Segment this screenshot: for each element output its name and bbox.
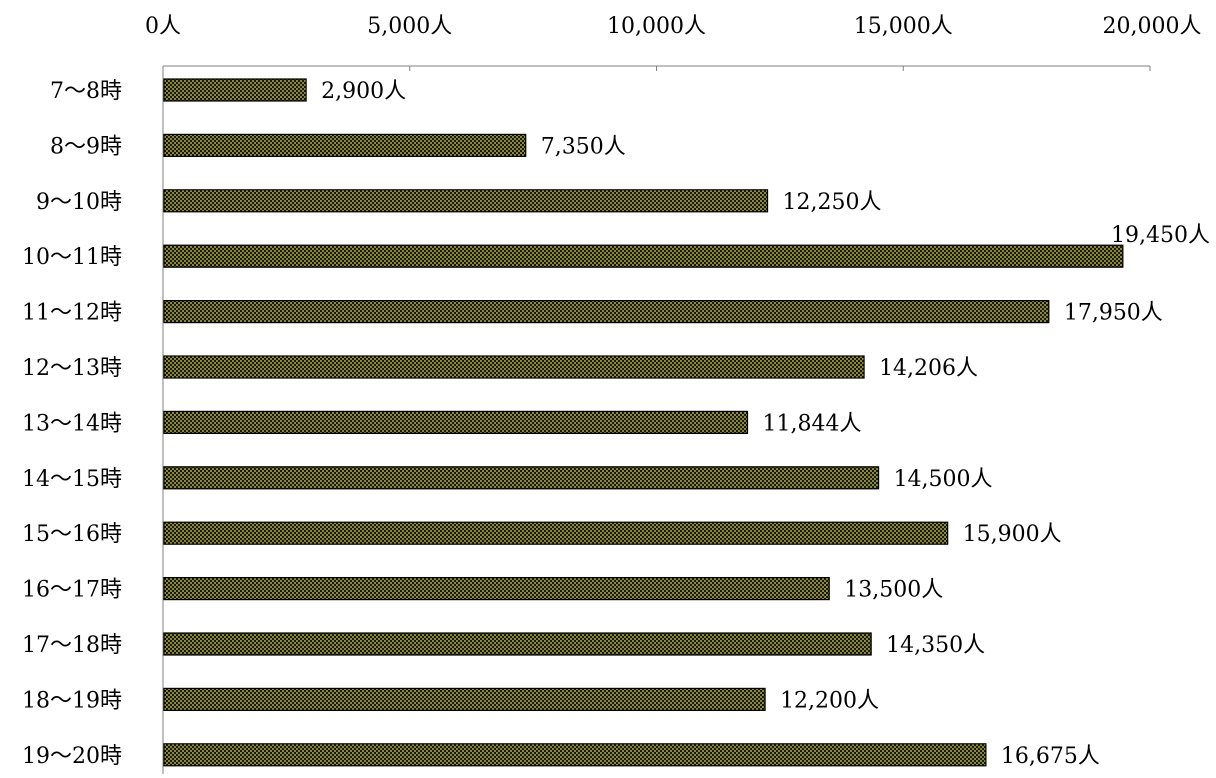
category-label: 16～17時 <box>22 578 122 603</box>
data-label: 12,250人 <box>783 190 882 215</box>
data-label: 14,350人 <box>886 633 985 658</box>
bar <box>163 78 307 102</box>
category-label: 9～10時 <box>36 190 122 215</box>
data-label: 2,900人 <box>321 79 406 104</box>
bar <box>163 244 1124 268</box>
category-label: 15～16時 <box>22 522 122 547</box>
data-label: 13,500人 <box>844 578 943 603</box>
bar-layer <box>163 78 1124 767</box>
x-tick-label: 20,000人 <box>1103 14 1202 39</box>
label-layer: 7～8時 2,900人 8～9時 7,350人 9～10時 12,250人 10～11時 19… <box>22 79 1210 769</box>
data-label: 17,950人 <box>1064 301 1163 326</box>
x-tick-label: 10,000人 <box>607 14 706 39</box>
category-label: 17～18時 <box>22 633 122 658</box>
bar <box>163 133 527 157</box>
bar <box>163 687 766 712</box>
category-label: 12～13時 <box>22 356 122 381</box>
data-label: 14,206人 <box>879 356 978 381</box>
category-label: 19～20時 <box>22 744 122 769</box>
data-label: 16,675人 <box>1001 744 1100 769</box>
data-label: 7,350人 <box>541 134 626 159</box>
x-tick-label: 15,000人 <box>854 14 953 39</box>
x-tick-label: 5,000人 <box>367 14 452 39</box>
bar <box>163 300 1050 324</box>
axis-layer: 0人 5,000人 10,000人 15,000人 20,000人 <box>145 14 1201 774</box>
category-label: 13～14時 <box>22 411 122 436</box>
bar <box>163 632 872 656</box>
data-label: 11,844人 <box>763 411 862 436</box>
bar <box>163 521 949 545</box>
bar <box>163 466 880 490</box>
bar <box>163 355 865 379</box>
data-label: 12,200人 <box>780 688 879 713</box>
bar <box>163 576 830 601</box>
category-label: 10～11時 <box>22 245 122 270</box>
data-label: 15,900人 <box>963 522 1062 547</box>
x-tick-label: 0人 <box>145 14 181 39</box>
category-label: 7～8時 <box>50 79 122 104</box>
bar <box>163 410 749 434</box>
data-label: 14,500人 <box>894 467 993 492</box>
bar <box>163 743 987 767</box>
data-label: 19,450人 <box>1111 223 1210 248</box>
category-label: 14～15時 <box>22 467 122 492</box>
bar <box>163 189 769 213</box>
category-label: 8～9時 <box>50 134 122 159</box>
category-label: 11～12時 <box>22 301 122 326</box>
category-label: 18～19時 <box>22 688 122 713</box>
